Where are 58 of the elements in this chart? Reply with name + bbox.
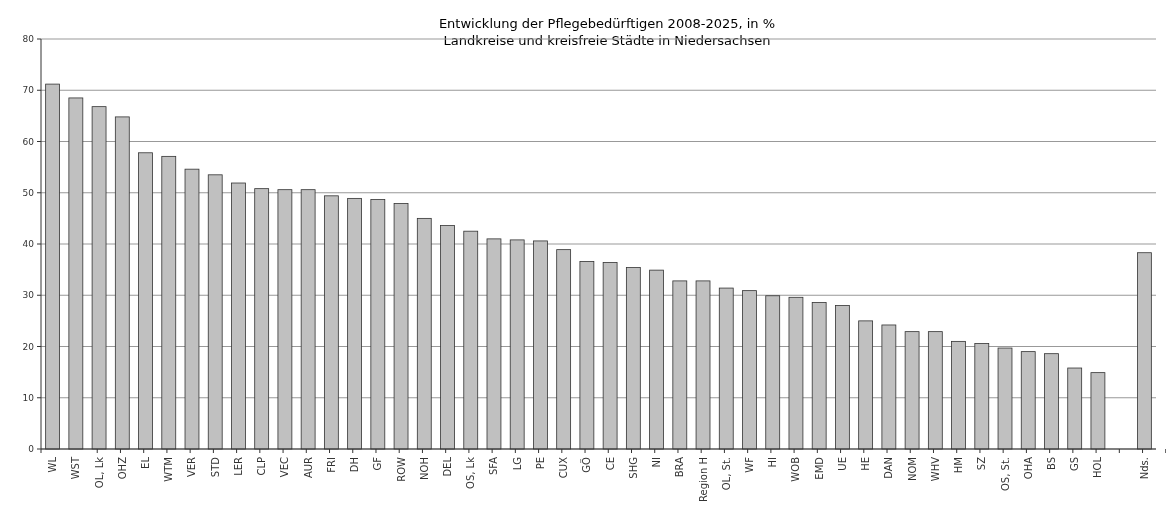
x-tick-label: GF	[372, 456, 384, 471]
x-tick-label: LG	[511, 457, 523, 471]
x-tick-label: CLP	[256, 457, 268, 476]
x-tick-label: BRA	[674, 456, 686, 478]
y-tick-label: 50	[22, 187, 35, 198]
x-tick-label: UE	[836, 457, 848, 471]
chart-title: Entwicklung der Pflegebedürftigen 2008-2025, in %	[438, 16, 776, 31]
y-tick-label: 0	[28, 444, 35, 455]
x-tick-label: ROW	[395, 456, 407, 482]
x-tick-label: CUX	[558, 456, 570, 479]
y-tick-label: 10	[22, 392, 35, 403]
x-tick-label: OL, Lk	[93, 456, 105, 489]
x-tick-label: DAN	[883, 457, 895, 479]
x-tick-label: HOL	[1092, 456, 1104, 478]
y-tick-label: 40	[22, 239, 35, 250]
x-tick-label: HM	[953, 457, 965, 474]
x-tick-label: GÖ	[580, 456, 593, 473]
x-tick-label: DH	[349, 457, 361, 473]
x-tick-label: Nds.	[1138, 457, 1150, 480]
x-tick-label: OS, Lk	[465, 456, 477, 489]
x-tick-label: STD	[209, 456, 221, 478]
x-tick-label: PE	[534, 457, 546, 470]
x-tick-label: WTM	[163, 457, 175, 482]
x-tick-label: OS, St.	[999, 457, 1011, 492]
y-tick-label: 70	[22, 85, 35, 96]
x-tick-label: WST	[70, 456, 82, 480]
x-tick-label: DEL	[442, 456, 454, 477]
x-tick-label: Region H	[697, 457, 709, 502]
y-tick-label: 30	[22, 290, 35, 301]
x-tick-label: NOH	[418, 457, 430, 480]
x-tick-label: EMD	[813, 456, 825, 480]
x-tick-label: WF	[743, 456, 755, 473]
x-tick-label: BS	[1045, 457, 1057, 471]
y-tick-label: 80	[22, 34, 35, 45]
x-tick-label: WHV	[929, 456, 941, 482]
x-tick-label: VEC	[279, 457, 291, 478]
x-tick-label: OL, St.	[720, 457, 732, 491]
chart-subtitle: Landkreise und kreisfreie Städte in Niedersachsen	[443, 33, 771, 48]
x-tick-label: LER	[232, 456, 244, 476]
x-tick-label: EL	[140, 456, 152, 469]
x-tick-label: VER	[186, 456, 198, 478]
x-tick-label: CE	[604, 457, 616, 471]
y-tick-label: 60	[22, 136, 35, 147]
x-tick-label: WL	[47, 456, 59, 473]
x-tick-label: FRI	[325, 457, 337, 473]
x-tick-label: SHG	[627, 457, 639, 479]
x-tick-label: HE	[860, 457, 872, 471]
x-tick-label: GS	[1069, 457, 1081, 472]
x-tick-label: SZ	[976, 456, 988, 471]
y-tick-label: 20	[22, 341, 35, 352]
x-tick-label: WOB	[790, 456, 802, 482]
x-tick-label: AUR	[302, 456, 314, 479]
x-tick-label: HI	[767, 457, 779, 468]
x-tick-label: OHZ	[116, 456, 128, 480]
x-tick-label: SFA	[488, 456, 500, 476]
x-tick-label: OHA	[1022, 456, 1034, 480]
x-tick-label: NOM	[906, 457, 918, 481]
x-tick-label: NI	[651, 457, 663, 468]
